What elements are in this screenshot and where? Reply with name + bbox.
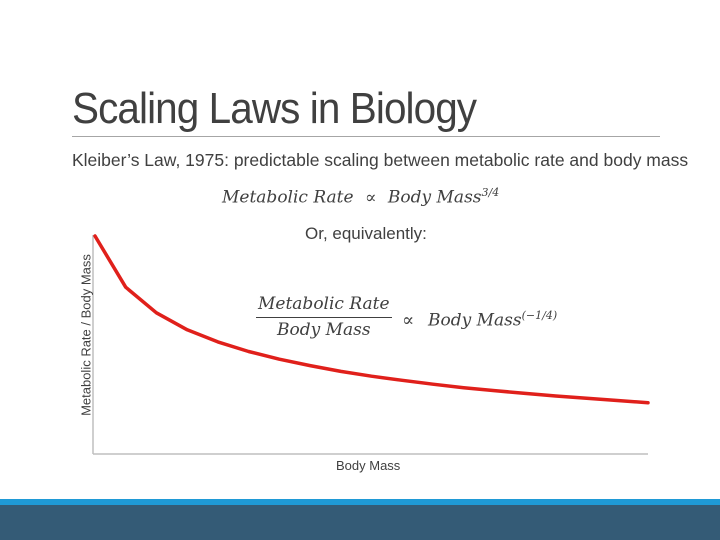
x-axis-label: Body Mass: [336, 458, 401, 473]
formula2-denominator: Body Mass: [276, 320, 371, 340]
series-line-0: [93, 234, 650, 405]
formula2-fraction: Metabolic Rate Body Mass: [256, 294, 392, 340]
slide-subtitle: Kleiber’s Law, 1975: predictable scaling…: [72, 150, 689, 170]
formula1-lhs: Metabolic Rate: [222, 187, 354, 208]
formula1-rhs: Body Mass: [387, 187, 482, 208]
formula2-rhs: Body Mass: [428, 310, 522, 331]
slide-title: Scaling Laws in Biology: [72, 84, 477, 133]
footer-accent-band: [0, 499, 720, 505]
series-group: [93, 234, 650, 405]
footer-band: [0, 505, 720, 540]
title-divider: [72, 136, 660, 137]
formula2-rhs-group: Body Mass(−1/4): [428, 309, 557, 331]
formula1-proportional-symbol: ∝: [364, 187, 377, 208]
formula2-exponent: (−1/4): [521, 309, 558, 322]
equivalently-text: Or, equivalently:: [305, 224, 427, 243]
formula1-exponent: 3/4: [481, 186, 500, 199]
y-axis-label: Metabolic Rate / Body Mass: [78, 254, 94, 416]
formula2-proportional-symbol: ∝: [402, 310, 415, 331]
formula2-numerator: Metabolic Rate: [256, 294, 392, 318]
kleiber-formula: Metabolic Rate ∝ Body Mass3/4: [222, 186, 499, 208]
